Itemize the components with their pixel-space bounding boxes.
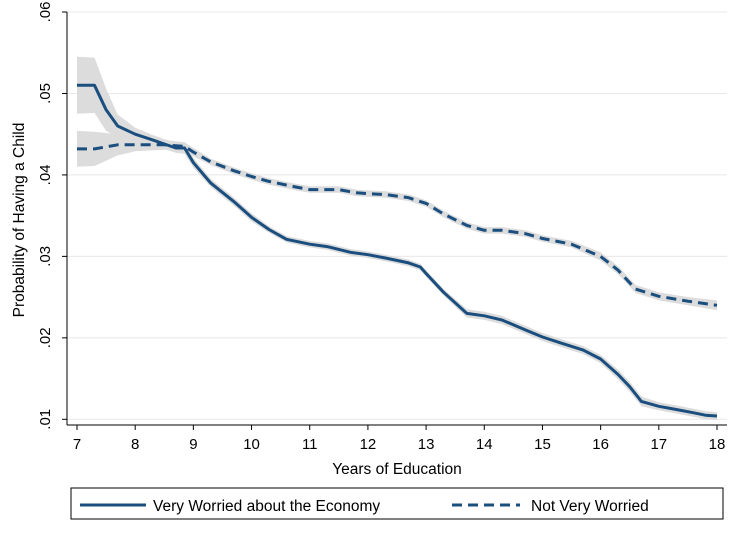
- x-tick-label-10: 17: [650, 436, 667, 453]
- legend: Very Worried about the Economy Not Very …: [70, 487, 724, 520]
- confidence-band-1: [77, 130, 717, 311]
- x-tick-label-1: 8: [131, 436, 139, 453]
- x-tick-label-4: 11: [302, 436, 318, 453]
- series-lines: [77, 83, 718, 418]
- x-tick-label-3: 10: [243, 436, 260, 453]
- legend-label-not-very-worried: Not Very Worried: [531, 498, 649, 515]
- confidence-bands: [77, 56, 717, 421]
- x-axis-title: Years of Education: [332, 461, 462, 478]
- y-axis-title: Probability of Having a Child: [11, 123, 28, 318]
- x-tick-label-11: 18: [709, 436, 726, 453]
- x-tick-label-2: 9: [189, 436, 197, 453]
- x-tick-label-9: 16: [592, 436, 609, 453]
- x-tick-label-7: 14: [476, 436, 493, 453]
- series-line-1: [77, 143, 718, 307]
- x-tick-label-8: 15: [534, 436, 551, 453]
- legend-label-very-worried: Very Worried about the Economy: [153, 498, 380, 515]
- legend-box: [70, 487, 724, 520]
- y-tick-label-3: .04: [37, 164, 54, 185]
- x-tick-label-5: 12: [360, 436, 377, 453]
- gridlines: [67, 11, 727, 420]
- y-tick-label-0: .01: [37, 409, 54, 430]
- ticks: .01 .02 .03 .04 .05 .06 7 8 9 10 11 12 13 14 15 16 17 18: [37, 2, 725, 453]
- axes: [66, 12, 727, 426]
- series-line-0: [77, 83, 718, 418]
- y-tick-label-5: .06: [37, 2, 54, 23]
- x-tick-label-6: 13: [418, 436, 435, 453]
- y-tick-label-2: .03: [37, 246, 54, 267]
- y-tick-label-4: .05: [37, 83, 54, 104]
- y-tick-label-1: .02: [37, 327, 54, 348]
- x-tick-label-0: 7: [73, 436, 81, 453]
